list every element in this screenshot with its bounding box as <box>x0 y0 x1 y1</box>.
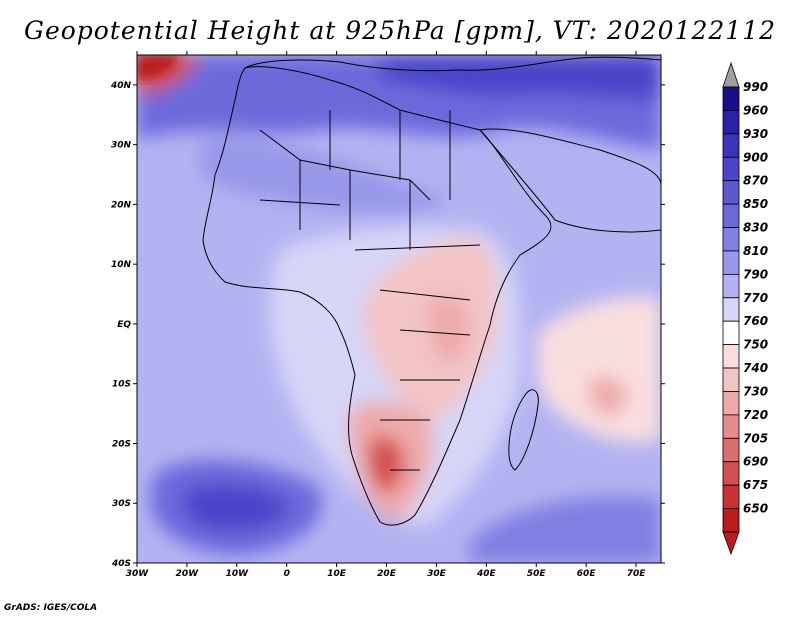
height-field <box>137 55 661 563</box>
lat-tick-label: 20N <box>111 200 132 210</box>
high-region-sahara <box>200 137 450 214</box>
colorbar-label: 960 <box>743 103 768 117</box>
colorbar-swatch <box>722 203 740 228</box>
high-core-south-atlantic <box>183 484 290 532</box>
latitude-axis: 40N 30N 20N 10N EQ 10S 20S 30S 40S <box>110 81 665 569</box>
africa-coastline <box>202 66 552 526</box>
coastlines <box>202 56 661 526</box>
lon-tick-label: 30E <box>427 569 447 579</box>
lon-tick-label: 60E <box>577 569 597 579</box>
lon-tick-label: 10E <box>327 569 347 579</box>
colorbar-label: 870 <box>743 174 768 188</box>
madagascar-coastline <box>508 389 539 471</box>
low-core-northwest-corner <box>137 55 180 80</box>
colorbar-swatch <box>722 86 740 111</box>
lat-tick-label: 20S <box>112 439 131 449</box>
colorbar-label: 720 <box>743 408 768 422</box>
colorbar-label: 990 <box>743 80 768 94</box>
colorbar-swatch <box>722 484 740 509</box>
lon-tick-label: 10W <box>226 569 250 579</box>
colorbar-bottom-arrow <box>722 531 740 556</box>
low-region-indian-ocean <box>536 296 661 443</box>
credit-text: GrADS: IGES/COLA <box>4 603 98 613</box>
lat-tick-label: 10S <box>112 380 131 390</box>
lon-tick-label: 40E <box>476 569 497 579</box>
colorbar-swatch <box>722 227 740 252</box>
longitude-axis: 30W 20W 10W 0 10E 20E 30E 40E 50E 60E 70E <box>126 51 646 579</box>
colorbar-label: 770 <box>743 291 768 305</box>
arabia-coastline <box>479 128 661 233</box>
colorbar-swatch <box>722 180 740 205</box>
chart-title: Geopotential Height at 925hPa [gpm], VT:… <box>23 16 777 45</box>
colorbar-label: 730 <box>743 384 768 398</box>
colorbar-label: 750 <box>743 338 768 352</box>
lat-tick-label: 30N <box>111 141 132 151</box>
lon-tick-label: 30W <box>126 569 150 579</box>
colorbar-swatch <box>722 367 740 392</box>
colorbar-swatch <box>722 133 740 158</box>
lat-tick-label: 10N <box>111 260 132 270</box>
colorbar-label: 690 <box>743 455 768 469</box>
plot-frame <box>136 54 662 564</box>
colorbar-swatch <box>722 273 740 299</box>
lon-tick-label: 0 <box>284 569 290 579</box>
colorbar-label: 705 <box>743 431 768 445</box>
low-core-indian-ocean <box>587 375 628 416</box>
lon-tick-label: 50E <box>527 569 547 579</box>
lon-tick-label: 70E <box>627 569 647 579</box>
colorbar-swatch <box>722 508 740 533</box>
lat-tick-label: 40N <box>110 81 132 91</box>
country-borders <box>259 110 481 471</box>
colorbar: 990 960 930 900 870 850 830 810 790 770 760 750 740 7… <box>722 61 768 556</box>
lon-tick-label: 20W <box>176 569 200 579</box>
high-region-south-indian <box>470 496 661 563</box>
colorbar-swatch <box>722 156 740 182</box>
colorbar-label: 810 <box>743 244 768 258</box>
colorbar-label: 760 <box>743 314 768 328</box>
colorbar-swatch <box>722 110 740 135</box>
colorbar-top-arrow <box>722 61 740 88</box>
colorbar-label: 740 <box>743 361 768 375</box>
colorbar-label: 650 <box>743 502 768 516</box>
lon-tick-label: 20E <box>377 569 397 579</box>
lat-tick-label: 30S <box>112 499 131 509</box>
colorbar-swatch <box>722 414 740 439</box>
colorbar-swatch <box>722 437 740 463</box>
colorbar-label: 850 <box>743 197 768 211</box>
high-region-northeast <box>380 55 661 100</box>
low-region-great-lakes <box>428 296 470 364</box>
colorbar-swatch <box>722 461 740 486</box>
lat-tick-label: EQ <box>117 320 131 330</box>
colorbar-label: 830 <box>743 221 768 235</box>
colorbar-label: 790 <box>743 267 768 281</box>
europe-coastline <box>244 56 661 72</box>
colorbar-swatch <box>722 391 740 416</box>
colorbar-label: 675 <box>743 478 768 492</box>
lat-tick-label: 40S <box>111 559 131 569</box>
colorbar-swatch <box>722 297 740 322</box>
low-core-kalahari <box>367 436 405 493</box>
colorbar-swatch <box>722 320 740 346</box>
colorbar-label: 900 <box>743 150 768 164</box>
colorbar-swatch <box>722 250 740 275</box>
colorbar-label: 930 <box>743 127 768 141</box>
colorbar-swatch <box>722 344 740 369</box>
